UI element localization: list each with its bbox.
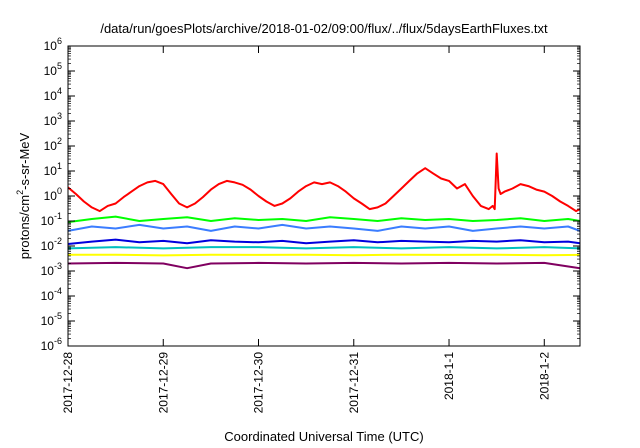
series-line-3 bbox=[67, 223, 581, 232]
x-tick-label: 2017-12-29 bbox=[156, 352, 170, 414]
chart-title: /data/run/goesPlots/archive/2018-01-02/0… bbox=[100, 21, 548, 36]
y-tick-label-exp: 5 bbox=[57, 61, 62, 71]
y-tick-label-base: 10 bbox=[41, 239, 55, 253]
y-tick-label: 103 bbox=[44, 111, 62, 128]
x-tick-label: 2018-1-1 bbox=[442, 352, 456, 400]
y-axis-label-base: protons/cm bbox=[17, 195, 32, 259]
y-tick-label: 100 bbox=[44, 186, 62, 203]
y-tick-label-exp: 4 bbox=[57, 86, 62, 96]
y-tick-label: 10-6 bbox=[41, 336, 62, 353]
y-tick-label-base: 10 bbox=[44, 114, 58, 128]
series-line-0 bbox=[67, 152, 581, 213]
y-tick-label-exp: 0 bbox=[57, 186, 62, 196]
y-tick-label: 10-1 bbox=[41, 211, 62, 228]
y-axis-label: protons/cm2-s-sr-MeV bbox=[15, 132, 32, 259]
y-tick-label-exp: 6 bbox=[57, 36, 62, 46]
x-axis-label: Coordinated Universal Time (UTC) bbox=[224, 429, 423, 444]
x-tick-label: 2017-12-28 bbox=[61, 352, 75, 414]
y-tick-label: 104 bbox=[44, 86, 62, 103]
x-tick-label: 2018-1-2 bbox=[537, 352, 551, 400]
y-tick-label-base: 10 bbox=[44, 89, 58, 103]
y-tick-label: 101 bbox=[44, 161, 62, 178]
series-line-5 bbox=[68, 253, 581, 257]
y-tick-label-base: 10 bbox=[41, 264, 55, 278]
y-tick-label-exp: 2 bbox=[57, 136, 62, 146]
y-axis-label-sup: 2 bbox=[15, 190, 25, 195]
series-line-1 bbox=[67, 215, 581, 224]
series-layer bbox=[67, 152, 581, 270]
series-line-2 bbox=[67, 246, 581, 250]
y-tick-label: 102 bbox=[44, 136, 62, 153]
y-tick-label: 10-2 bbox=[41, 236, 62, 253]
y-axis-label-rest: -s-sr-MeV bbox=[17, 132, 32, 189]
y-tick-label-base: 10 bbox=[44, 39, 58, 53]
y-tick-label-base: 10 bbox=[41, 214, 55, 228]
y-tick-label-exp: -3 bbox=[54, 261, 62, 271]
plot-frame bbox=[67, 45, 581, 347]
y-tick-label-base: 10 bbox=[44, 164, 58, 178]
y-tick-label-exp: -2 bbox=[54, 236, 62, 246]
series-line-6 bbox=[67, 261, 581, 270]
y-tick-label-exp: -4 bbox=[54, 286, 62, 296]
y-tick-label-base: 10 bbox=[41, 339, 55, 353]
y-tick-label-base: 10 bbox=[44, 139, 58, 153]
y-tick-label-exp: 3 bbox=[57, 111, 62, 121]
svg-text:protons/cm2-s-sr-MeV: protons/cm2-s-sr-MeV bbox=[15, 132, 32, 259]
x-tick-label: 2017-12-31 bbox=[347, 352, 361, 414]
y-tick-label: 105 bbox=[44, 61, 62, 78]
y-tick-label-base: 10 bbox=[44, 64, 58, 78]
y-tick-label-exp: -5 bbox=[54, 311, 62, 321]
y-tick-label-base: 10 bbox=[41, 289, 55, 303]
y-tick-label: 10-3 bbox=[41, 261, 62, 278]
y-tick-label-exp: -1 bbox=[54, 211, 62, 221]
y-tick-label: 10-5 bbox=[41, 311, 62, 328]
y-tick-label: 106 bbox=[44, 36, 62, 53]
x-tick-label: 2017-12-30 bbox=[252, 352, 266, 414]
y-tick-label: 10-4 bbox=[41, 286, 62, 303]
y-tick-label-base: 10 bbox=[41, 314, 55, 328]
y-tick-label-exp: 1 bbox=[57, 161, 62, 171]
series-line-4 bbox=[67, 238, 581, 245]
ticks-layer: 10-610-510-410-310-210-11001011021031041… bbox=[41, 36, 580, 413]
y-tick-label-exp: -6 bbox=[54, 336, 62, 346]
y-tick-label-base: 10 bbox=[44, 189, 58, 203]
